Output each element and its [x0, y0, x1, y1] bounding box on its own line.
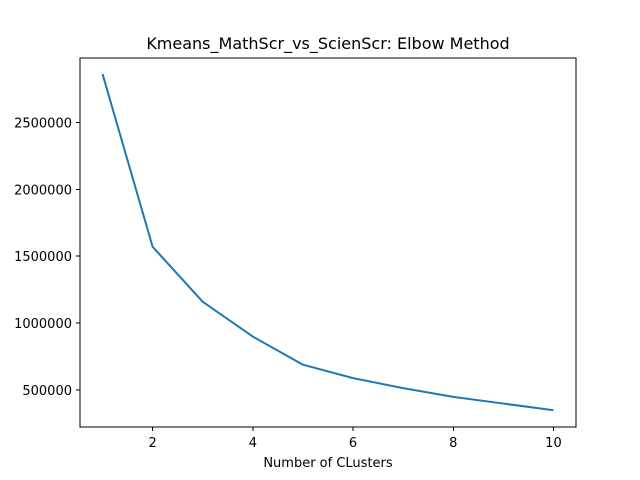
- x-tick-label: 4: [249, 436, 257, 451]
- y-axis-ticks: 500000 1000000 1500000 2000000 2500000: [14, 116, 80, 399]
- plot-area: 2 4 6 8 10 500000 1000000 1500000 2000000 250000…: [14, 57, 577, 451]
- series-group: [101, 73, 554, 412]
- x-axis-label: Number of CLusters: [263, 456, 393, 471]
- y-tick-label: 2000000: [14, 183, 72, 198]
- y-tick-label: 1500000: [14, 250, 72, 265]
- y-tick-label: 2500000: [14, 116, 72, 131]
- series-line-0: [101, 73, 554, 412]
- x-tick-label: 10: [545, 436, 562, 451]
- x-tick-label: 8: [449, 436, 457, 451]
- x-tick-label: 2: [149, 436, 157, 451]
- chart-title: Kmeans_MathScr_vs_ScienScr: Elbow Method: [146, 34, 509, 54]
- x-axis-ticks: 2 4 6 8 10: [149, 427, 562, 451]
- y-tick-label: 1000000: [14, 317, 72, 332]
- x-tick-label: 6: [349, 436, 357, 451]
- y-tick-label: 500000: [22, 384, 72, 399]
- axes-frame: [79, 57, 577, 428]
